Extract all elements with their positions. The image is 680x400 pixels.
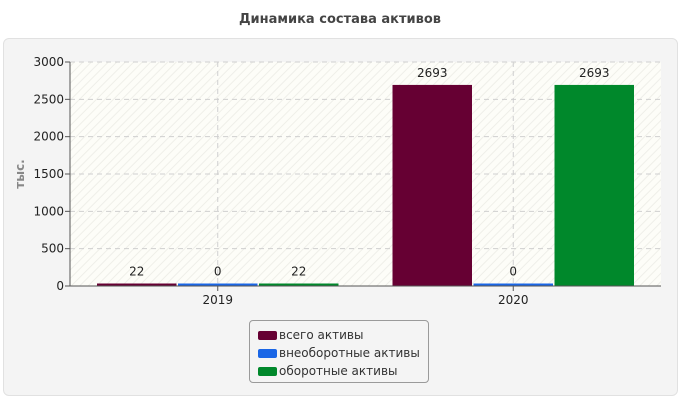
data-label: 0 [214, 265, 222, 279]
legend-label-current: оборотные активы [279, 364, 398, 378]
y-tick-label: 3000 [33, 55, 64, 69]
y-tick-label: 500 [41, 242, 64, 256]
y-axis-label: тыс. [13, 159, 27, 188]
bar [178, 283, 258, 286]
grid-lines [70, 61, 661, 286]
legend-label-noncurrent: внеоборотные активы [279, 346, 420, 360]
legend: всего активы внеоборотные активы оборотн… [249, 320, 429, 383]
data-label: 2693 [417, 66, 448, 80]
axes: 0 500 1000 1500 2000 2500 3000 2019 2020 [33, 55, 661, 307]
legend-swatch-current [258, 366, 277, 376]
y-tick-label: 2000 [33, 130, 64, 144]
legend-swatch-noncurrent [258, 348, 277, 358]
y-tick-label: 0 [56, 279, 64, 293]
y-tick-label: 1000 [33, 204, 64, 218]
bar [97, 283, 177, 286]
legend-swatch-total [258, 330, 277, 340]
legend-item-current: оборотные активы [250, 362, 428, 380]
x-tick-label: 2019 [202, 293, 233, 307]
data-label: 2693 [579, 66, 610, 80]
legend-item-noncurrent: внеоборотные активы [250, 344, 428, 362]
y-tick-label: 1500 [33, 167, 64, 181]
x-tick-label: 2020 [498, 293, 529, 307]
chart-title: Динамика состава активов [238, 12, 442, 27]
legend-label-total: всего активы [279, 328, 364, 342]
bar [554, 84, 634, 286]
data-label: 22 [291, 265, 306, 279]
data-label: 22 [129, 265, 144, 279]
bar [392, 84, 472, 286]
bar [473, 283, 553, 286]
y-tick-label: 2500 [33, 92, 64, 106]
bar [259, 283, 339, 286]
bar-series: 22 0 22 2693 0 2693 [97, 66, 634, 286]
data-label: 0 [509, 265, 517, 279]
legend-item-total: всего активы [250, 326, 428, 344]
